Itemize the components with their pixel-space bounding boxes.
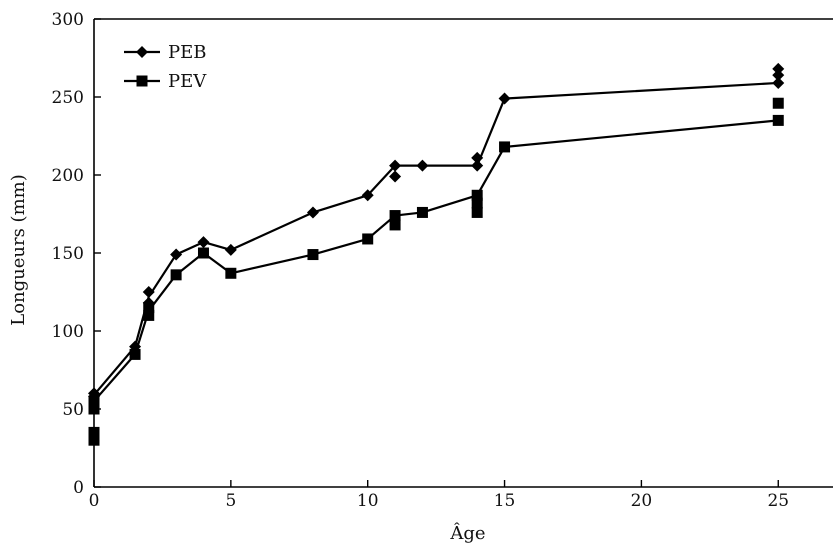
series-line-pev xyxy=(93,119,779,402)
data-point-peb xyxy=(471,151,484,164)
x-tick-label: 20 xyxy=(631,491,653,511)
data-point-pev xyxy=(197,247,209,259)
data-point-peb xyxy=(361,189,374,202)
legend-label: PEV xyxy=(168,71,207,92)
y-axis-title: Longueurs (mm) xyxy=(8,174,29,326)
data-point-peb xyxy=(197,236,210,249)
data-point-peb xyxy=(471,159,484,172)
legend-label: PEB xyxy=(168,42,206,63)
legend-marker xyxy=(136,75,148,87)
x-tick-label: 0 xyxy=(89,491,100,511)
data-point-pev xyxy=(88,403,100,415)
y-tick-label: 300 xyxy=(52,10,84,30)
data-point-pev xyxy=(143,309,155,321)
data-point-pev xyxy=(129,348,141,360)
data-point-pev xyxy=(389,210,401,222)
legend-item-pev: PEV xyxy=(124,71,207,92)
x-axis-title: Âge xyxy=(449,521,485,543)
data-point-pev xyxy=(225,267,237,279)
legend-marker xyxy=(136,46,148,58)
y-tick-label: 50 xyxy=(62,400,84,420)
x-tick-label: 10 xyxy=(357,491,379,511)
axes: 0 50 100 150 200 250 300 0 5 10 15 20 25 xyxy=(52,10,833,511)
data-point-peb xyxy=(306,206,319,219)
data-point-pev xyxy=(88,434,100,446)
data-point-pev xyxy=(307,249,319,261)
series-layer xyxy=(88,62,785,446)
x-tick-label: 25 xyxy=(767,491,789,511)
data-point-pev xyxy=(389,219,401,231)
data-point-pev xyxy=(772,97,784,109)
data-point-peb xyxy=(772,76,785,89)
legend-item-peb: PEB xyxy=(124,42,206,63)
data-point-peb xyxy=(772,62,785,75)
x-tick-label: 5 xyxy=(225,491,236,511)
y-tick-label: 250 xyxy=(52,88,84,108)
data-point-peb xyxy=(224,243,237,256)
data-point-pev xyxy=(772,114,784,126)
data-point-pev xyxy=(143,302,155,314)
data-point-pev xyxy=(362,233,374,245)
data-point-peb xyxy=(389,159,402,172)
x-tick-label: 15 xyxy=(494,491,516,511)
data-point-pev xyxy=(170,269,182,281)
data-point-peb xyxy=(389,170,402,183)
data-point-peb xyxy=(170,248,183,261)
y-tick-label: 100 xyxy=(52,322,84,342)
data-point-pev xyxy=(88,426,100,438)
legend: PEB PEV xyxy=(124,42,207,92)
data-point-pev xyxy=(88,395,100,407)
data-point-peb xyxy=(772,69,785,82)
series-peb xyxy=(88,62,785,403)
data-point-pev xyxy=(471,206,483,218)
data-point-peb xyxy=(498,92,511,105)
data-point-pev xyxy=(471,197,483,209)
data-point-peb xyxy=(142,286,155,298)
data-point-peb xyxy=(416,159,429,172)
y-tick-label: 150 xyxy=(52,244,84,264)
series-pev xyxy=(88,97,784,446)
data-point-pev xyxy=(416,206,428,218)
data-point-pev xyxy=(471,189,483,201)
y-tick-label: 200 xyxy=(52,166,84,186)
data-point-pev xyxy=(499,141,511,153)
y-tick-label: 0 xyxy=(73,478,84,498)
